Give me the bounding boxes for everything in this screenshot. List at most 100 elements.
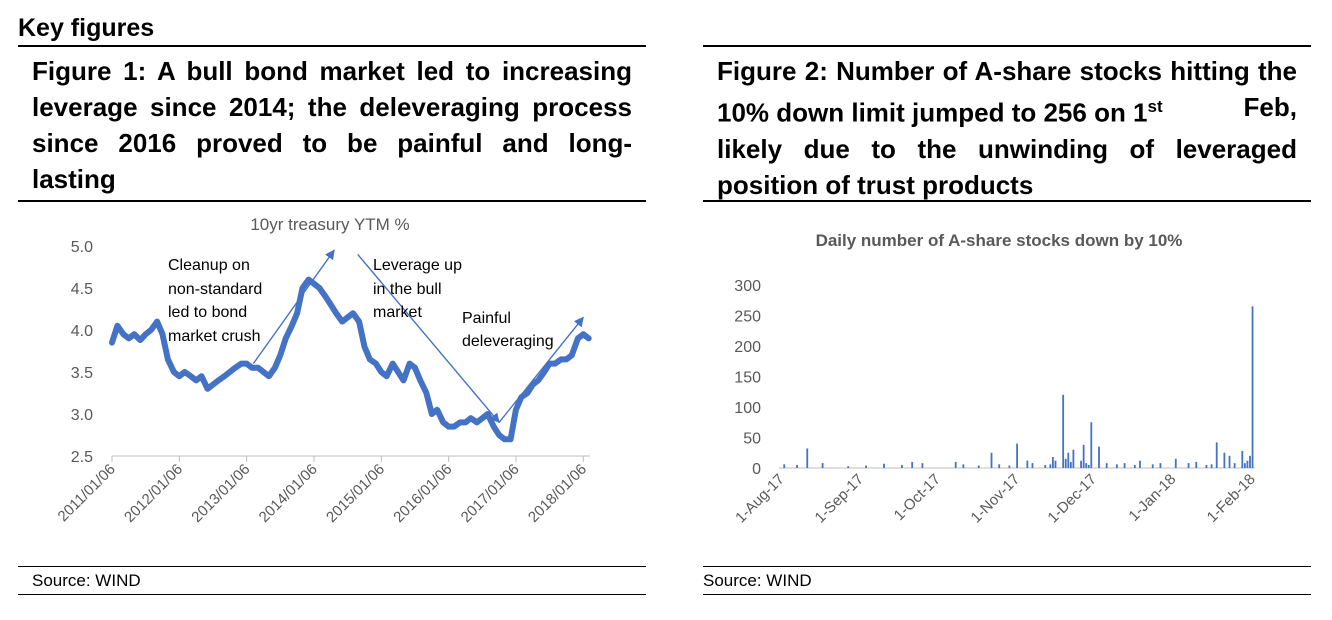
x-tick-label: 2011/01/06 <box>55 461 119 525</box>
figure1-caption-line: Figure 1: A bull bond market led to incr… <box>32 56 632 86</box>
bar <box>1133 464 1136 468</box>
y-tick-label: 200 <box>734 339 761 356</box>
x-tick-label: 1-Sep-17 <box>811 471 867 527</box>
figure1-caption: Figure 1: A bull bond market led to incr… <box>32 53 632 197</box>
bar <box>1052 457 1054 468</box>
figure2-source: Source: WIND <box>703 571 812 590</box>
bar <box>865 465 868 468</box>
bar <box>1044 464 1047 468</box>
bar <box>1195 461 1198 468</box>
bar <box>977 465 980 468</box>
divider <box>703 200 1311 202</box>
x-tick-label: 2013/01/06 <box>188 461 253 526</box>
divider <box>18 566 646 567</box>
x-tick-label: 2017/01/06 <box>458 461 523 526</box>
yield-line-chart: 10yr treasury YTM % 2.5 3.0 3.5 4.0 4.5 5.0 201… <box>55 215 592 526</box>
x-tick-label: 2014/01/06 <box>256 461 321 526</box>
bar <box>1087 464 1090 468</box>
y-tick-label: 300 <box>734 278 761 295</box>
yield-series-line <box>109 276 592 443</box>
y-tick-label: 100 <box>734 400 761 417</box>
y-tick-label: 3.5 <box>71 365 93 382</box>
x-tick-label: 2012/01/06 <box>121 461 186 526</box>
bar <box>1228 455 1231 468</box>
bar <box>1174 458 1177 468</box>
bar <box>1049 464 1052 468</box>
bar <box>1223 452 1226 468</box>
divider <box>18 594 646 595</box>
bar <box>1205 464 1208 468</box>
bar <box>1069 461 1072 468</box>
bar <box>1067 452 1070 468</box>
y-tick-label: 0 <box>752 461 761 478</box>
y-tick-label: 4.0 <box>71 323 93 340</box>
bar <box>1246 460 1249 468</box>
bar <box>1139 460 1141 468</box>
figure1-source: Source: WIND <box>32 571 141 590</box>
annotation-text: Cleanup on <box>168 257 250 274</box>
bar <box>1026 460 1029 468</box>
y-tick-label: 4.5 <box>71 281 93 298</box>
bar <box>1054 460 1057 468</box>
divider <box>18 45 646 47</box>
bar <box>806 448 809 468</box>
bar <box>911 461 914 468</box>
divider <box>703 594 1311 595</box>
divider <box>703 45 1311 47</box>
rally-arrow <box>252 249 335 365</box>
x-tick-label: 1-Aug-17 <box>732 471 788 527</box>
figure2-caption-line: Figure 2: Number of A-share stocks hitti… <box>717 56 1297 86</box>
x-tick-label: 2016/01/06 <box>390 461 455 526</box>
y-tick-label: 50 <box>743 431 761 448</box>
bar <box>1249 455 1251 468</box>
bar <box>1082 444 1085 468</box>
annotation-text: Leverage up <box>373 257 462 274</box>
annotation-text: led to bond <box>168 304 247 321</box>
figure2-caption-line: position of trust products <box>717 169 1034 200</box>
bar <box>990 452 993 468</box>
figure2-caption-tail: Feb, <box>1243 92 1297 122</box>
figure2-caption-line-2: 10% down limit jumped to 256 on 1st Feb, <box>717 89 1297 131</box>
page-title: Key figures <box>18 14 155 42</box>
annotation-text: non-standard <box>168 281 262 298</box>
figure1-caption-line: since 2016 proved to be painful and long… <box>32 128 632 158</box>
bar <box>954 461 957 468</box>
chart-title: 10yr treasury YTM % <box>250 215 409 234</box>
bar <box>1105 463 1108 468</box>
bar <box>1251 306 1254 468</box>
bar <box>1008 465 1011 468</box>
bar <box>1233 463 1236 468</box>
annotation-text: market <box>373 304 422 321</box>
bar <box>1151 464 1154 468</box>
figure1-caption-line: leverage since 2014; the deleveraging pr… <box>32 92 632 122</box>
x-tick-label: 1-Dec-17 <box>1044 471 1100 527</box>
figure2-caption-superscript: st <box>1147 97 1163 116</box>
bar <box>821 463 824 468</box>
bar <box>1072 449 1075 468</box>
bar <box>1243 463 1246 468</box>
annotation-text: in the bull <box>373 281 442 298</box>
bar <box>1215 442 1218 468</box>
stocks-down-bar-chart: Daily number of A-share stocks down by 1… <box>732 231 1259 527</box>
x-tick-label: 1-Oct-17 <box>891 471 944 524</box>
divider <box>703 566 1311 567</box>
bar <box>1123 463 1126 468</box>
bar <box>921 463 924 468</box>
bar <box>1210 464 1213 468</box>
deleveraging-arrow <box>498 316 584 423</box>
figure2-caption: Figure 2: Number of A-share stocks hitti… <box>717 53 1297 203</box>
divider <box>18 200 646 202</box>
figure2-caption-line: likely due to the unwinding of leveraged <box>717 133 1297 164</box>
bar <box>1016 443 1018 468</box>
bar <box>901 464 903 468</box>
bar <box>796 464 798 468</box>
x-tick-label: 2018/01/06 <box>525 461 590 526</box>
bar <box>1241 450 1244 468</box>
bar <box>1031 463 1034 468</box>
x-tick-label: 1-Jan-18 <box>1125 471 1179 525</box>
chart-title: Daily number of A-share stocks down by 1… <box>816 231 1183 250</box>
y-tick-label: 2.5 <box>71 449 93 466</box>
x-tick-label: 1-Feb-18 <box>1204 471 1259 526</box>
leverage-arrow <box>357 253 500 424</box>
bar <box>1187 463 1190 468</box>
